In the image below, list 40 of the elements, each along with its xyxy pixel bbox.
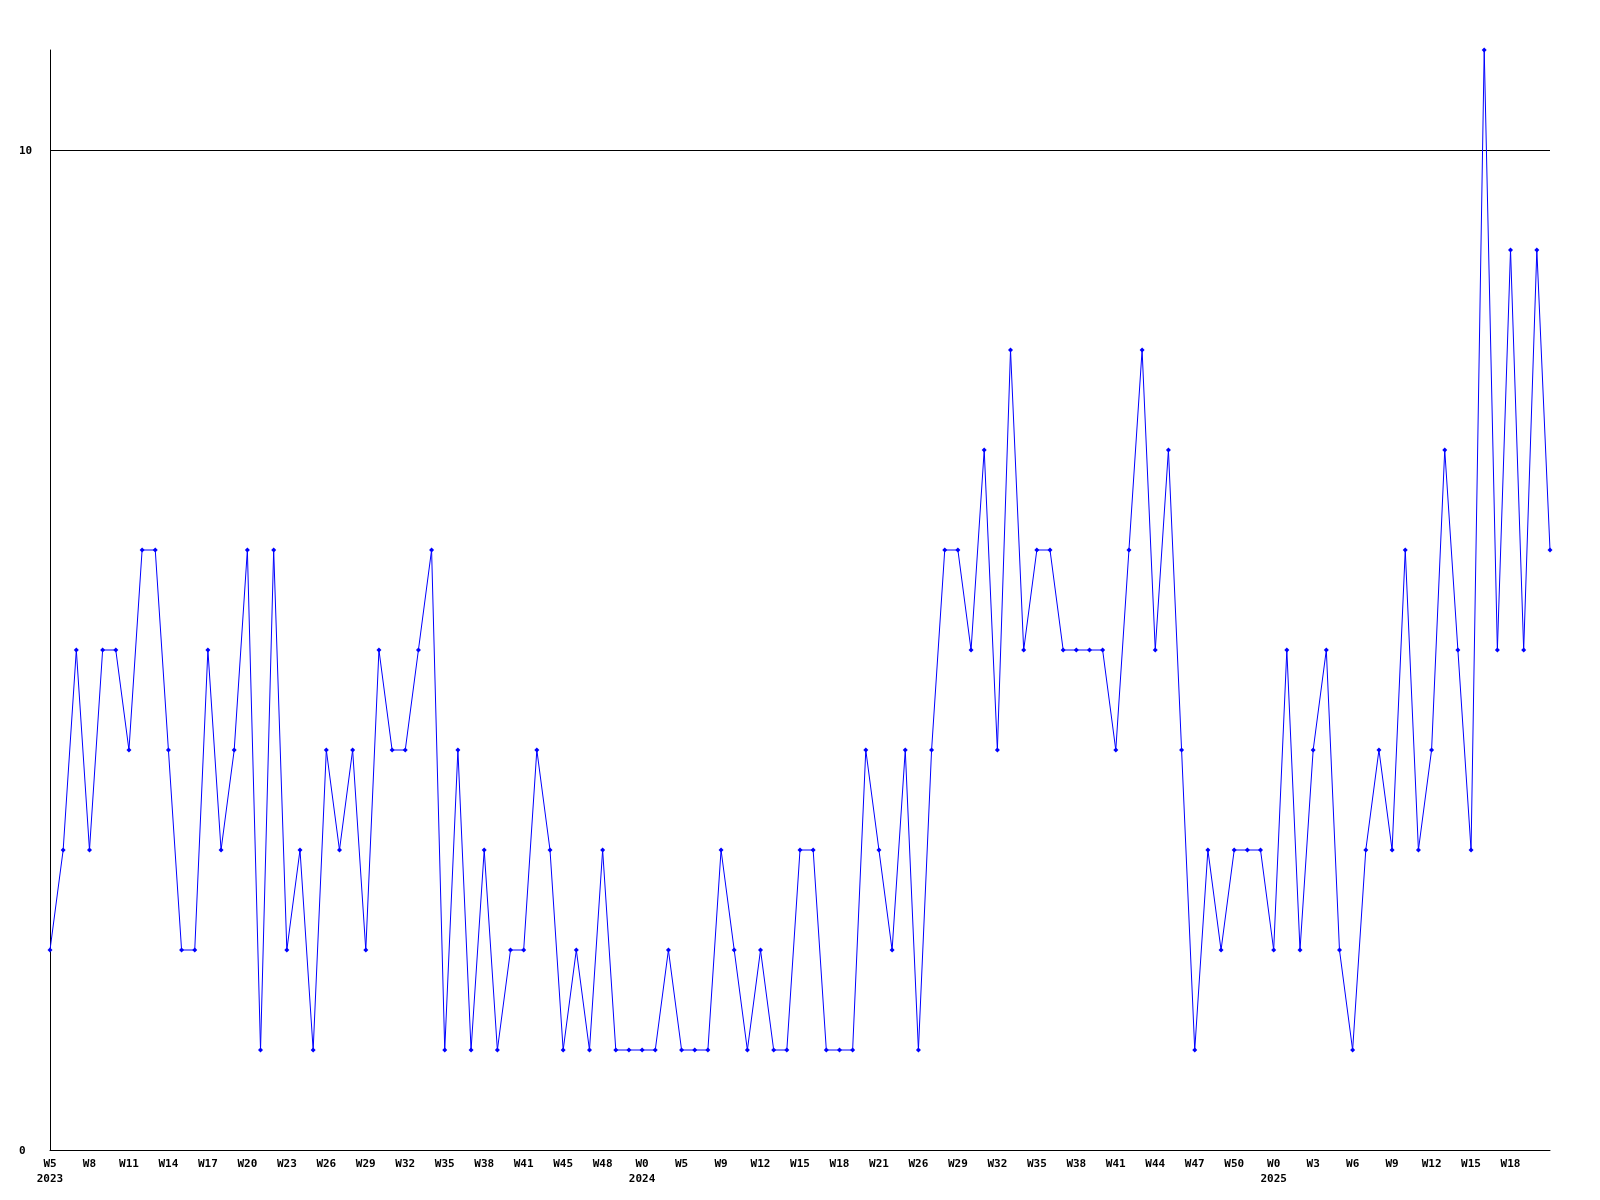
x-tick-label: W18: [829, 1157, 850, 1170]
x-tick-label: W26: [908, 1157, 929, 1170]
x-tick-label: W5: [674, 1157, 689, 1170]
x-tick-label: W41: [513, 1157, 534, 1170]
x-tick-label: W32: [987, 1157, 1008, 1170]
x-tick-label: W15: [1461, 1157, 1481, 1170]
y-tick-label: 10: [19, 143, 33, 157]
x-tick-label: W18: [1500, 1157, 1521, 1170]
x-tick-label: W14: [158, 1157, 179, 1170]
x-tick-label: W3: [1306, 1157, 1320, 1170]
x-tick-label: W12: [750, 1157, 771, 1170]
x-tick-label: W48: [592, 1157, 613, 1170]
x-tick-label: W0 2024: [628, 1157, 656, 1185]
x-tick-label: W17: [197, 1157, 218, 1170]
x-tick-label: W38: [474, 1157, 495, 1170]
x-tick-label: W29: [355, 1157, 376, 1170]
x-tick-label: W32: [395, 1157, 416, 1170]
x-tick-label: W12: [1421, 1157, 1442, 1170]
x-tick-label: W50: [1224, 1157, 1245, 1170]
x-tick-label: W20: [237, 1157, 258, 1170]
x-tick-label: W47: [1184, 1157, 1205, 1170]
x-tick-label: W35: [434, 1157, 455, 1170]
x-tick-label: W23: [276, 1157, 297, 1170]
x-tick-label: W9: [1385, 1157, 1399, 1170]
x-tick-label: W41: [1105, 1157, 1127, 1170]
x-tick-label: W35: [1026, 1157, 1047, 1170]
x-tick-label: W21: [869, 1157, 890, 1170]
x-tick-label: W9: [714, 1157, 728, 1170]
x-tick-label: W5 2023: [36, 1157, 64, 1185]
x-tick-label: W29: [947, 1157, 968, 1170]
x-tick-label: W0 2025: [1260, 1157, 1287, 1185]
x-tick-label: W6: [1346, 1157, 1360, 1170]
x-tick-label: W26: [316, 1157, 337, 1170]
x-tick-label: W15: [790, 1157, 810, 1170]
x-tick-label: W8: [82, 1157, 97, 1170]
x-tick-label: W44: [1145, 1157, 1166, 1170]
x-tick-label: W38: [1066, 1157, 1087, 1170]
y-tick-label: 0: [19, 1143, 26, 1157]
x-tick-label: W11: [119, 1157, 140, 1170]
x-tick-label: W45: [553, 1157, 574, 1170]
